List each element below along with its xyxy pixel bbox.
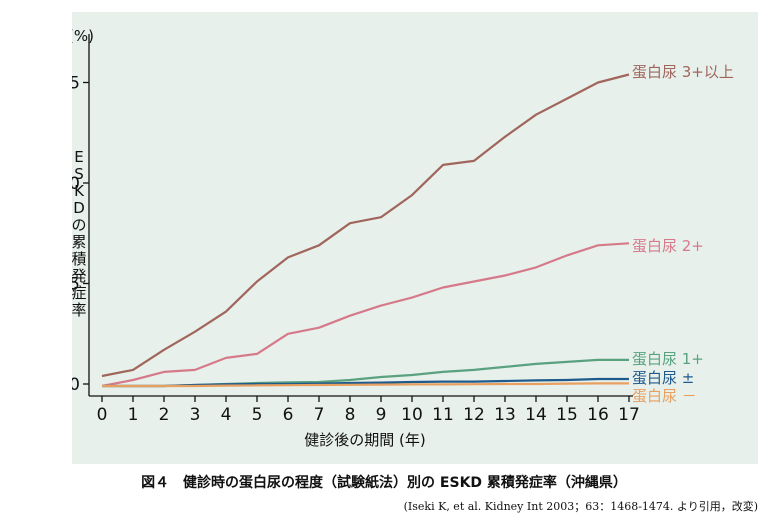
series-label: 蛋白尿 － <box>632 387 697 405</box>
x-tick-label: 6 <box>283 405 294 425</box>
x-tick-label: 1 <box>128 405 139 425</box>
x-axis-title: 健診後の期間 (年) <box>304 431 425 449</box>
series-line <box>101 242 630 388</box>
figure-caption-title: 図４ 健診時の蛋白尿の程度（試験紙法）別の ESKD 累積発症率（沖縄県） <box>141 475 627 491</box>
figure-caption-source: (Iseki K, et al. Kidney Int 2003；63：1468… <box>403 500 758 513</box>
y-tick-label: 5 <box>72 275 80 295</box>
x-tick-label: 8 <box>345 405 356 425</box>
series-line <box>102 382 629 388</box>
x-tick-label: 12 <box>463 405 485 425</box>
x-tick-label: 17 <box>618 405 640 425</box>
x-tick-label: 10 <box>401 405 423 425</box>
line-chart: 051015(%)ESKDの累積発症率012345678910111213141… <box>72 27 734 449</box>
y-tick-label: 0 <box>72 375 80 395</box>
x-tick-label: 3 <box>190 405 201 425</box>
x-tick-label: 15 <box>556 405 578 425</box>
x-tick-label: 16 <box>587 405 609 425</box>
y-unit-label: (%) <box>72 27 94 45</box>
x-tick-label: 2 <box>159 405 170 425</box>
x-tick-label: 4 <box>221 405 232 425</box>
y-tick-label: 15 <box>72 74 80 94</box>
x-tick-label: 5 <box>252 405 263 425</box>
figure-panel: 051015(%)ESKDの累積発症率012345678910111213141… <box>72 12 758 464</box>
series-label: 蛋白尿 2+ <box>632 237 704 255</box>
series-line <box>101 73 630 378</box>
x-tick-label: 9 <box>376 405 387 425</box>
y-axis-title: E S K D の累積発症率 <box>72 148 87 319</box>
x-tick-label: 14 <box>525 405 547 425</box>
x-tick-label: 11 <box>432 405 454 425</box>
x-tick-label: 7 <box>314 405 325 425</box>
series-label: 蛋白尿 ± <box>632 369 694 387</box>
y-tick-label: 10 <box>72 174 80 194</box>
series-label: 蛋白尿 3+以上 <box>632 63 734 81</box>
x-tick-label: 0 <box>97 405 108 425</box>
x-tick-label: 13 <box>494 405 516 425</box>
series-label: 蛋白尿 1+ <box>632 350 704 368</box>
